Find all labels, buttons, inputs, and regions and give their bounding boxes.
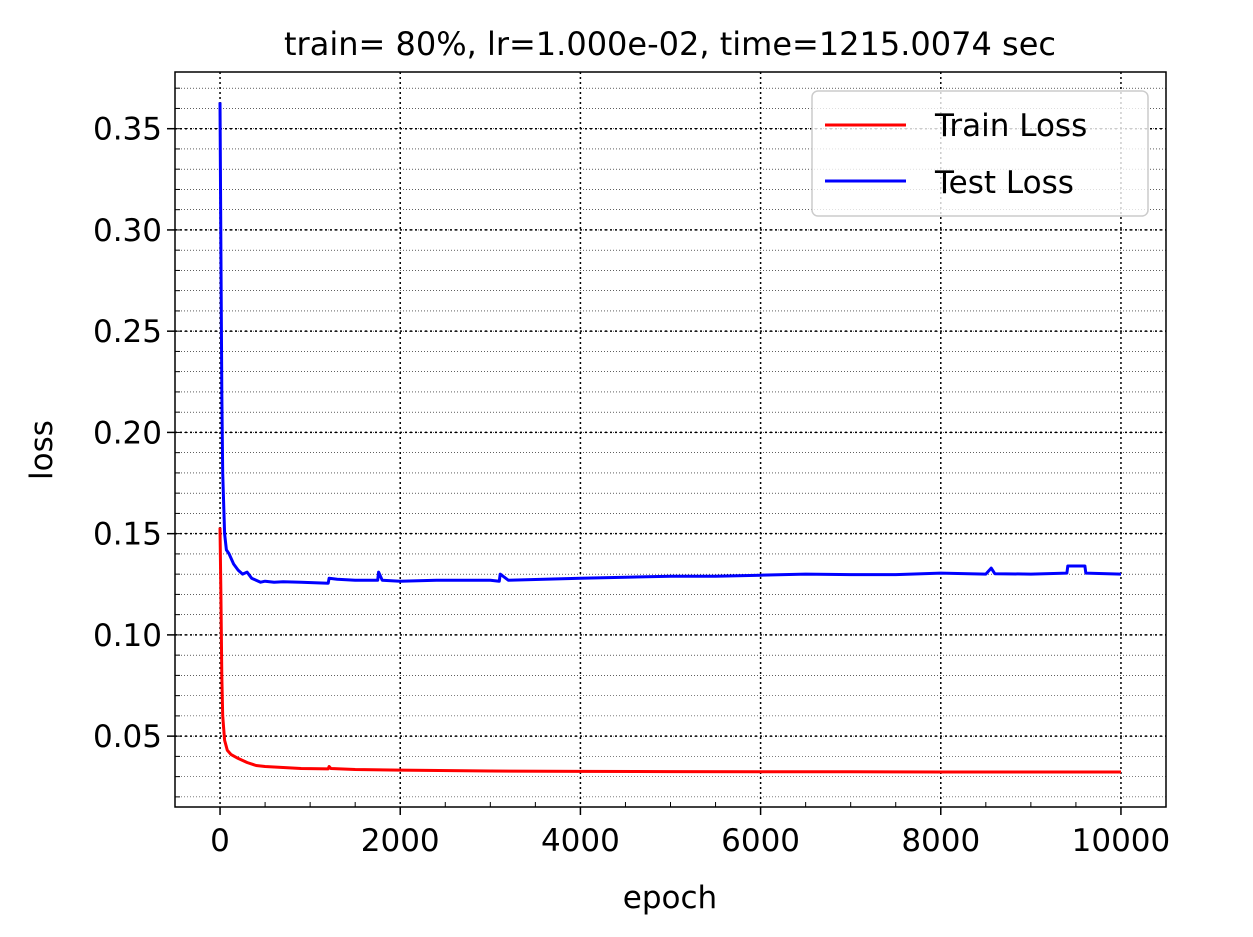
y-tick-label: 0.30 bbox=[93, 213, 162, 249]
y-tick-label: 0.05 bbox=[93, 719, 162, 755]
series-line-train-loss bbox=[218, 527, 1121, 774]
legend-label-test-loss: Test Loss bbox=[934, 165, 1074, 201]
legend-frame bbox=[811, 90, 1149, 217]
y-tick-label: 0.10 bbox=[93, 618, 162, 654]
x-tick-label: 10000 bbox=[1072, 823, 1171, 859]
legend: Train Loss Test Loss bbox=[811, 90, 1149, 217]
tick-layer: 0.05 0.10 0.15 0.20 0.25 0.30 0.35 0 2000 4000 600… bbox=[93, 87, 1171, 859]
x-tick-label: 0 bbox=[210, 823, 230, 859]
legend-label-train-loss: Train Loss bbox=[934, 108, 1087, 144]
chart-title: train= 80%, lr=1.000e-02, time=1215.0074… bbox=[284, 25, 1056, 63]
x-tick-label: 8000 bbox=[901, 823, 980, 859]
series-layer bbox=[218, 102, 1122, 774]
y-axis-label: loss bbox=[24, 420, 60, 480]
x-tick-label: 2000 bbox=[361, 823, 440, 859]
x-tick-label: 4000 bbox=[541, 823, 620, 859]
y-tick-label: 0.35 bbox=[93, 112, 162, 148]
x-tick-label: 6000 bbox=[721, 823, 800, 859]
y-tick-label: 0.25 bbox=[93, 314, 162, 350]
series-line-test-loss bbox=[218, 102, 1122, 585]
y-tick-label: 0.15 bbox=[93, 517, 162, 553]
x-axis-label: epoch bbox=[623, 880, 717, 916]
y-tick-label: 0.20 bbox=[93, 415, 162, 451]
